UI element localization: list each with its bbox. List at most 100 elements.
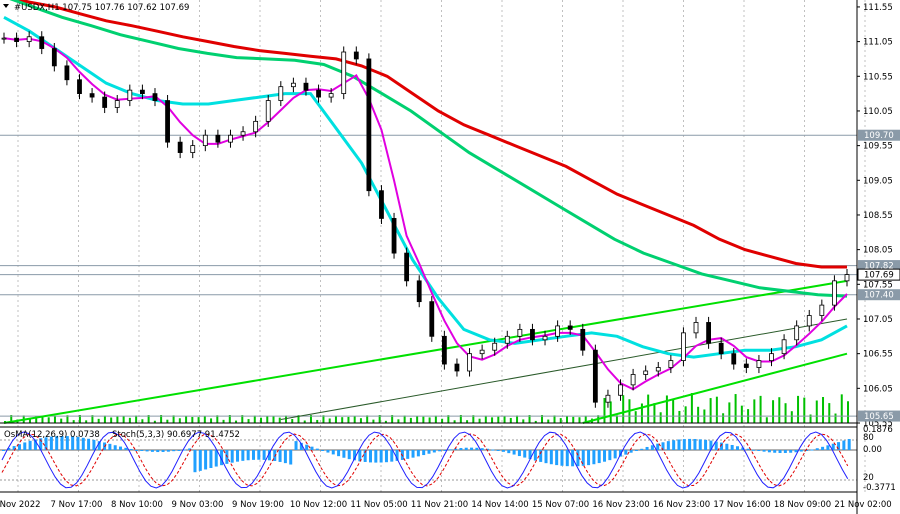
volume-bar	[391, 415, 394, 423]
volume-bar	[78, 415, 81, 423]
volume-bar	[653, 403, 656, 423]
stoch-main-line	[1, 431, 849, 489]
candle-body	[89, 93, 95, 98]
osma-bar	[7, 448, 11, 450]
osma-bar	[661, 442, 665, 450]
candle-body	[668, 360, 674, 368]
volume-bar	[584, 415, 587, 423]
osma-bar	[517, 450, 521, 457]
osma-bar	[799, 450, 803, 452]
volume-bar	[659, 412, 662, 423]
volume-bar	[509, 417, 512, 423]
price-label-box	[858, 289, 900, 301]
osma-bar	[12, 446, 16, 450]
candle-body	[39, 36, 45, 49]
osma-bar	[172, 450, 176, 452]
volume-bar	[697, 406, 700, 423]
horizontal-levels	[0, 134, 857, 417]
osma-bar	[262, 450, 266, 460]
osma-bar	[565, 450, 569, 467]
osma-bar	[71, 436, 75, 450]
osma-bar	[129, 448, 133, 450]
volume-bar	[466, 420, 469, 423]
osma-bar	[645, 446, 649, 450]
price-tick-label: 107.05	[863, 315, 893, 325]
osma-bar	[134, 449, 138, 451]
osma-bar	[33, 439, 37, 450]
osma-bar	[97, 441, 101, 450]
osma-bar	[17, 444, 21, 450]
osma-bar	[613, 450, 617, 459]
osc-tick-label: 20	[863, 473, 874, 483]
volume-bar	[166, 419, 169, 423]
osma-bar	[432, 450, 436, 453]
time-label: 18 Nov 09:00	[774, 500, 831, 510]
osma-bar	[188, 448, 192, 450]
volume-bar	[85, 420, 88, 423]
candle-body	[769, 353, 774, 361]
osma-bar	[677, 439, 681, 450]
volume-bar	[615, 415, 618, 423]
collapse-arrow-icon[interactable]	[3, 4, 9, 8]
osma-bar	[379, 450, 383, 463]
osma-bar	[28, 440, 32, 450]
candle-body	[630, 374, 636, 386]
volume-bar	[372, 419, 375, 423]
osma-bar	[289, 450, 293, 465]
osma-bar	[656, 443, 660, 450]
volume-bar	[472, 415, 475, 423]
volume-bar	[341, 417, 344, 423]
volume-bar	[478, 418, 481, 423]
osma-bar	[49, 436, 53, 450]
candle-body	[114, 100, 120, 108]
osma-bar	[751, 449, 755, 451]
candle-body	[655, 367, 661, 372]
candle-body	[379, 190, 384, 219]
osma-bar	[778, 450, 782, 453]
price-label-text: 105.65	[864, 412, 894, 422]
osma-bar	[150, 450, 154, 452]
osma-bar	[326, 450, 330, 453]
osma-bar	[549, 450, 553, 465]
osma-bar	[847, 439, 851, 450]
osma-bar	[406, 450, 410, 459]
volume-bar	[110, 417, 113, 423]
osma-bar	[533, 450, 537, 461]
candle-body	[391, 218, 397, 254]
volume-bar	[822, 397, 825, 423]
osc-tick-label: 80	[863, 433, 874, 443]
osma-bar	[634, 450, 638, 451]
volume-bar	[91, 415, 94, 423]
volume-bar	[53, 415, 56, 423]
candle-body	[794, 325, 800, 341]
osma-bar	[523, 450, 527, 458]
osma-bar	[305, 444, 309, 450]
price-tick-label: 108.55	[863, 211, 893, 221]
time-label: 11 Nov 05:00	[350, 500, 407, 510]
volume-bar	[840, 394, 843, 423]
osma-bar	[108, 443, 112, 450]
osma-bar	[475, 447, 479, 450]
osma-bar	[76, 437, 80, 450]
osma-bar	[831, 443, 835, 450]
volume-bar	[503, 416, 506, 423]
volume-bar	[260, 417, 263, 423]
volume-bar	[359, 418, 362, 423]
osma-bar	[145, 450, 149, 452]
volume-bar	[28, 418, 31, 423]
osma-bar	[214, 450, 218, 467]
candle-body	[530, 328, 535, 341]
osma-bar	[384, 450, 388, 463]
osma-bar	[443, 450, 447, 451]
candle-body	[353, 51, 359, 60]
osma-bar	[741, 447, 745, 450]
osma-bar	[757, 450, 761, 451]
time-label: 7 Nov 2022	[0, 500, 41, 510]
osma-bar	[198, 450, 202, 471]
osma-bar	[837, 442, 841, 450]
price-label-text: 107.82	[864, 262, 894, 272]
time-label: 16 Nov 23:00	[592, 500, 649, 510]
trend-channel[interactable]	[3, 279, 848, 424]
osma-bar	[422, 450, 426, 456]
